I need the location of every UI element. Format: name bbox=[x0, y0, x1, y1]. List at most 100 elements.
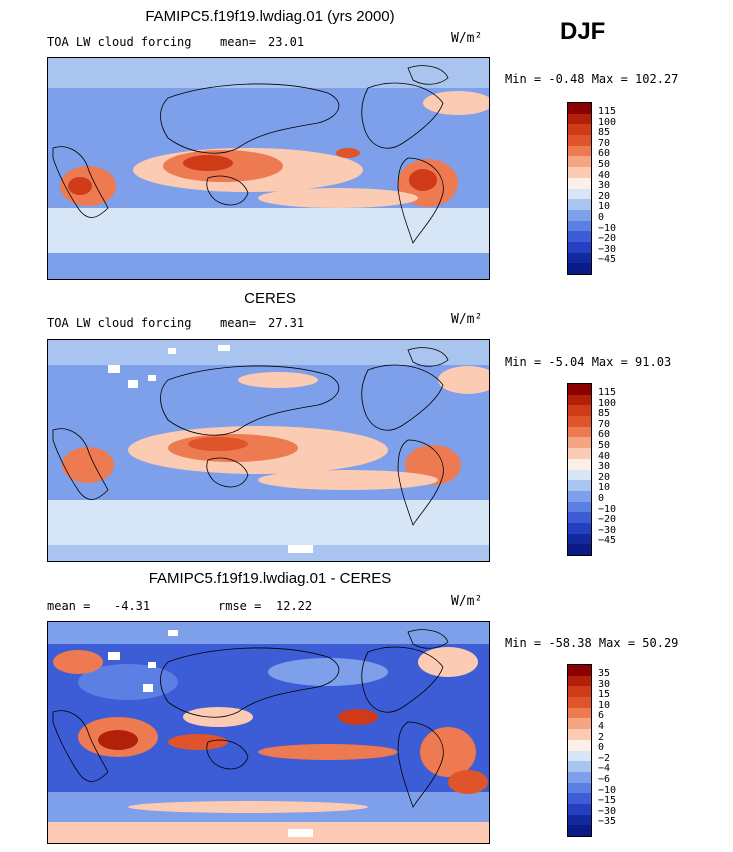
panel-3-minmax: Min = -58.38 Max = 50.29 bbox=[505, 636, 679, 650]
colorbar-swatch bbox=[568, 707, 591, 719]
colorbar-swatch bbox=[568, 103, 591, 114]
colorbar-swatch bbox=[568, 522, 591, 534]
colorbar-level-label: 20 bbox=[598, 190, 611, 202]
colorbar-level-label: 70 bbox=[598, 137, 611, 149]
colorbar-swatch bbox=[568, 739, 591, 751]
colorbar-swatch bbox=[568, 384, 591, 395]
colorbar-swatch bbox=[568, 814, 591, 826]
panel-3-mean-value: -4.31 bbox=[114, 599, 151, 613]
colorbar-swatch bbox=[568, 480, 591, 491]
colorbar-level-label: −10 bbox=[598, 222, 617, 234]
colorbar-swatch bbox=[568, 665, 591, 676]
panel-2-variable-label: TOA LW cloud forcing bbox=[47, 316, 192, 330]
colorbar-swatch bbox=[568, 135, 591, 146]
colorbar-level-label: −45 bbox=[598, 254, 617, 266]
colorbar-level-label: 20 bbox=[598, 471, 611, 483]
colorbar-swatch bbox=[568, 761, 591, 772]
colorbar-level-label: 0 bbox=[598, 211, 605, 223]
colorbar-level-label: −35 bbox=[598, 816, 617, 828]
colorbar-swatch bbox=[568, 686, 591, 698]
panel-1-colorbar bbox=[567, 102, 592, 275]
colorbar-level-label: 85 bbox=[598, 408, 611, 420]
panel-3-colorbar bbox=[567, 664, 592, 837]
colorbar-swatch bbox=[568, 231, 591, 242]
panel-3-rmse-value: 12.22 bbox=[276, 599, 313, 613]
colorbar-swatch bbox=[568, 512, 591, 523]
panel-3-units: W/m² bbox=[451, 594, 483, 609]
colorbar-level-label: 40 bbox=[598, 169, 611, 181]
colorbar-swatch bbox=[568, 263, 591, 274]
panel-1-mean-value: 23.01 bbox=[268, 35, 305, 49]
colorbar-level-label: 100 bbox=[598, 397, 617, 409]
colorbar-swatch bbox=[568, 675, 591, 687]
colorbar-level-label: −15 bbox=[598, 795, 617, 807]
panel-2-units: W/m² bbox=[451, 312, 483, 327]
colorbar-level-label: 10 bbox=[598, 699, 611, 711]
colorbar-level-label: −20 bbox=[598, 514, 617, 526]
colorbar-swatch bbox=[568, 803, 591, 815]
colorbar-swatch bbox=[568, 533, 591, 545]
colorbar-swatch bbox=[568, 448, 591, 459]
colorbar-level-label: 30 bbox=[598, 678, 611, 690]
colorbar-level-label: 35 bbox=[598, 668, 611, 679]
season-label: DJF bbox=[560, 18, 606, 45]
colorbar-level-label: 0 bbox=[598, 742, 605, 754]
colorbar-level-label: 50 bbox=[598, 439, 611, 451]
colorbar-level-label: 15 bbox=[598, 689, 611, 701]
colorbar-level-label: 2 bbox=[598, 731, 605, 743]
panel-1-units: W/m² bbox=[451, 31, 483, 46]
colorbar-swatch bbox=[568, 405, 591, 417]
panel-2-mean-label: mean= bbox=[220, 316, 257, 330]
colorbar-swatch bbox=[568, 544, 591, 555]
colorbar-swatch bbox=[568, 793, 591, 804]
colorbar-swatch bbox=[568, 394, 591, 406]
colorbar-swatch bbox=[568, 113, 591, 125]
panel-1-title: FAMIPC5.f19f19.lwdiag.01 (yrs 2000) bbox=[145, 8, 395, 25]
panel-3-mean-label: mean = bbox=[47, 599, 91, 613]
colorbar-level-label: −30 bbox=[598, 805, 617, 817]
panel-2-mean-value: 27.31 bbox=[268, 316, 305, 330]
colorbar-swatch bbox=[568, 199, 591, 210]
panel-1-colorbar-labels: 115 100 85 70 60 50 40 30 20 10 0 −10 −20 −30 −45 bbox=[598, 106, 617, 266]
colorbar-swatch bbox=[568, 252, 591, 264]
colorbar-swatch bbox=[568, 177, 591, 189]
panel-2-title: CERES bbox=[244, 290, 296, 307]
panel-2-colorbar-labels: 115 100 85 70 60 50 40 30 20 10 0 −10 −20 −30 −45 bbox=[598, 387, 617, 547]
colorbar-swatch bbox=[568, 188, 591, 200]
colorbar-level-label: 70 bbox=[598, 418, 611, 430]
colorbar-level-label: 115 bbox=[598, 387, 617, 398]
colorbar-swatch bbox=[568, 241, 591, 253]
colorbar-level-label: 0 bbox=[598, 492, 605, 504]
colorbar-swatch bbox=[568, 167, 591, 178]
colorbar-swatch bbox=[568, 782, 591, 794]
colorbar-swatch bbox=[568, 469, 591, 481]
colorbar-swatch bbox=[568, 209, 591, 221]
panel-2-minmax: Min = -5.04 Max = 91.03 bbox=[505, 355, 672, 369]
colorbar-level-label: −30 bbox=[598, 524, 617, 536]
colorbar-swatch bbox=[568, 124, 591, 136]
panel-1-variable-label: TOA LW cloud forcing bbox=[47, 35, 192, 49]
colorbar-level-label: −20 bbox=[598, 233, 617, 245]
panel-1-mean-label: mean= bbox=[220, 35, 257, 49]
colorbar-level-label: 30 bbox=[598, 180, 611, 192]
colorbar-level-label: 100 bbox=[598, 116, 617, 128]
colorbar-level-label: −10 bbox=[598, 503, 617, 515]
panel-3-rmse-label: rmse = bbox=[218, 599, 262, 613]
colorbar-swatch bbox=[568, 458, 591, 470]
colorbar-swatch bbox=[568, 426, 591, 438]
colorbar-swatch bbox=[568, 825, 591, 836]
colorbar-level-label: 4 bbox=[598, 720, 605, 732]
colorbar-level-label: −45 bbox=[598, 535, 617, 547]
colorbar-level-label: −2 bbox=[598, 752, 611, 764]
colorbar-level-label: 10 bbox=[598, 201, 611, 213]
panel-1-map bbox=[47, 57, 490, 280]
colorbar-swatch bbox=[568, 145, 591, 157]
colorbar-level-label: 60 bbox=[598, 148, 611, 160]
panel-3-title: FAMIPC5.f19f19.lwdiag.01 - CERES bbox=[148, 570, 392, 587]
colorbar-swatch bbox=[568, 220, 591, 232]
colorbar-level-label: 10 bbox=[598, 482, 611, 494]
colorbar-swatch bbox=[568, 416, 591, 427]
panel-3-colorbar-labels: 35 30 15 10 6 4 2 0 −2 −4 −6 −10 −15 −30 −35 bbox=[598, 668, 617, 828]
colorbar-swatch bbox=[568, 729, 591, 740]
panel-3-map bbox=[47, 621, 490, 844]
